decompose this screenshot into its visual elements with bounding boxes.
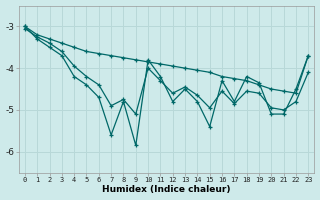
X-axis label: Humidex (Indice chaleur): Humidex (Indice chaleur) bbox=[102, 185, 231, 194]
